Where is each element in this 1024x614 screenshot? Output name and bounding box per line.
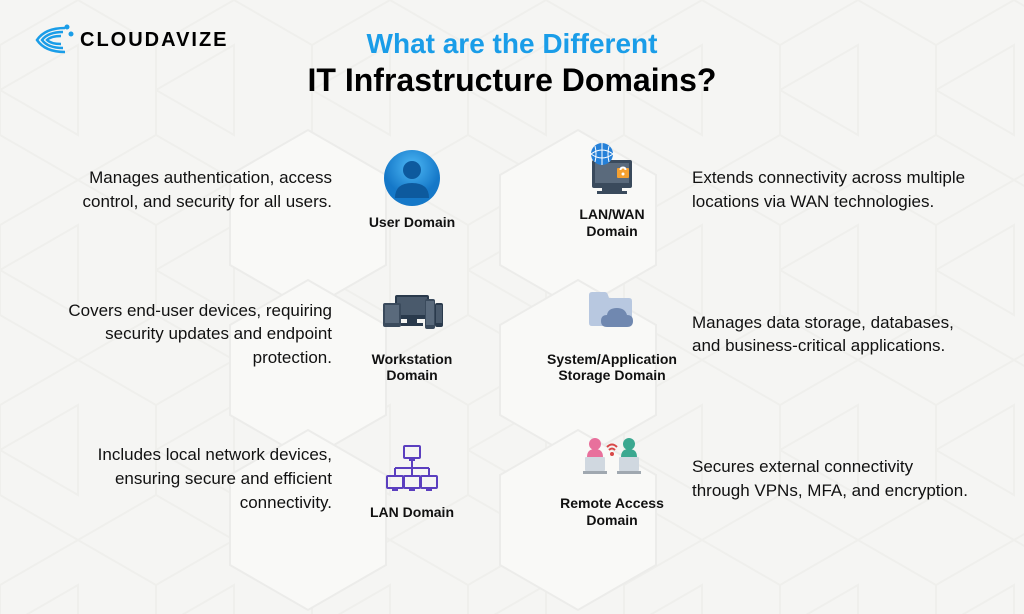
user-domain-description: Manages authentication, access control, …: [52, 166, 332, 214]
storage-icon: [577, 285, 647, 345]
title-line-1: What are the Different: [0, 28, 1024, 60]
lan-domain-block: LAN Domain: [352, 438, 472, 521]
storage-domain-description: Manages data storage, databases, and bus…: [692, 311, 972, 359]
domain-row-3: Includes local network devices, ensuring…: [30, 429, 994, 529]
remote-domain-label: Remote Access Domain: [552, 495, 672, 529]
workstation-domain-description: Covers end-user devices, requiring secur…: [52, 299, 332, 370]
workstation-icon: [377, 285, 447, 345]
user-domain-label: User Domain: [369, 214, 455, 231]
workstation-domain-label: Workstation Domain: [352, 351, 472, 385]
storage-domain-block: System/Application Storage Domain: [552, 285, 672, 385]
user-domain-block: User Domain: [352, 148, 472, 231]
remote-icon: [577, 429, 647, 489]
lanwan-icon: [577, 140, 647, 200]
lanwan-domain-label: LAN/WAN Domain: [552, 206, 672, 240]
remote-domain-block: Remote Access Domain: [552, 429, 672, 529]
storage-domain-label: System/Application Storage Domain: [547, 351, 677, 385]
remote-domain-description: Secures external connectivity through VP…: [692, 455, 972, 503]
workstation-domain-block: Workstation Domain: [352, 285, 472, 385]
domain-row-2: Covers end-user devices, requiring secur…: [30, 285, 994, 385]
lanwan-domain-description: Extends connectivity across multiple loc…: [692, 166, 972, 214]
domain-row-1: Manages authentication, access control, …: [30, 140, 994, 240]
lanwan-domain-block: LAN/WAN Domain: [552, 140, 672, 240]
lan-icon: [377, 438, 447, 498]
page-title: What are the Different IT Infrastructure…: [0, 28, 1024, 99]
title-line-2: IT Infrastructure Domains?: [0, 62, 1024, 99]
lan-domain-label: LAN Domain: [370, 504, 454, 521]
domains-grid: Manages authentication, access control, …: [0, 140, 1024, 574]
lan-domain-description: Includes local network devices, ensuring…: [52, 443, 332, 514]
user-icon: [377, 148, 447, 208]
